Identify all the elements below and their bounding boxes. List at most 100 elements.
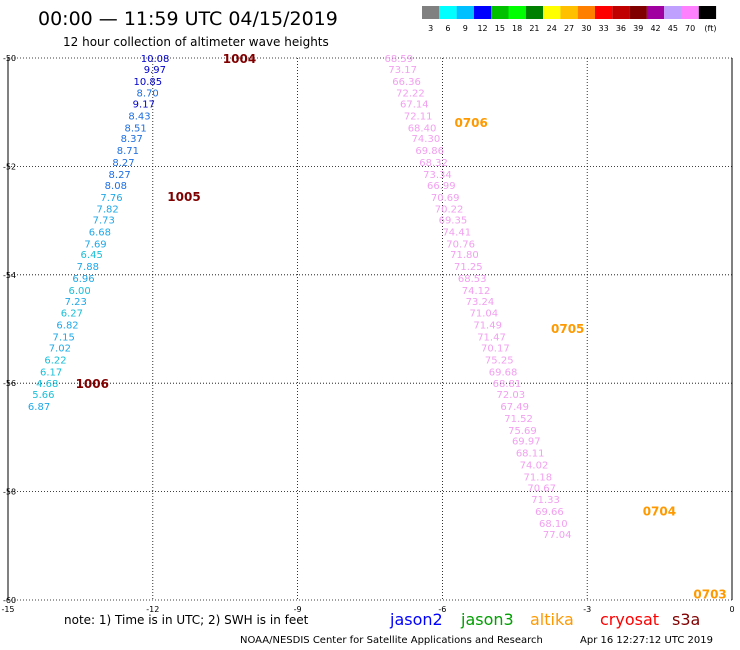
legend-label: 30 (581, 24, 591, 33)
wave-height-label: 77.04 (543, 530, 572, 541)
pass-time-label: 1005 (167, 190, 200, 204)
wave-height-label: 8.70 (137, 89, 159, 100)
wave-height-label: 7.02 (49, 343, 71, 354)
legend-swatch (595, 6, 613, 19)
legend-label: 70 (685, 24, 695, 33)
legend-swatch (681, 6, 699, 19)
satellite-legend-altika: altika (530, 610, 574, 629)
wave-height-label: 71.33 (531, 495, 560, 506)
wave-height-label: 68.53 (458, 274, 487, 285)
legend-swatch (491, 6, 509, 19)
lon-tick-label: -9 (294, 605, 302, 614)
pass-time-label: 0706 (454, 116, 487, 130)
wave-height-label: 70.17 (481, 343, 510, 354)
wave-height-label: 8.27 (109, 170, 131, 181)
legend-label: 45 (668, 24, 678, 33)
wave-height-label: 71.04 (469, 309, 498, 320)
wave-height-label: 7.88 (77, 262, 99, 273)
legend-label: 24 (547, 24, 557, 33)
pass-time-label: 0704 (643, 505, 676, 519)
wave-height-label: 7.23 (65, 297, 87, 308)
wave-height-label: 6.27 (61, 309, 83, 320)
wave-height-label: 6.22 (44, 355, 66, 366)
wave-height-label: 70.22 (435, 205, 464, 216)
wave-height-label: 74.02 (520, 461, 549, 472)
map-grid (7, 57, 733, 601)
satellite-legend: jason2 jason3 altika cryosat s3a (389, 610, 700, 629)
pass-time-label: 0705 (551, 322, 584, 336)
wave-height-label: 68.10 (539, 519, 568, 530)
wave-height-label: 6.45 (81, 250, 103, 261)
wave-height-label: 10.85 (134, 77, 163, 88)
wave-height-label: 72.03 (497, 390, 526, 401)
wave-height-label: 8.08 (105, 181, 127, 192)
wave-height-label: 6.17 (40, 367, 62, 378)
axis-tick-labels: -50 -52 -54 -56 -58 -60-15 -12 -9 -6 -3 0 (1, 54, 734, 614)
legend-label: 39 (633, 24, 643, 33)
legend-swatch (664, 6, 682, 19)
satellite-legend-cryosat: cryosat (600, 610, 659, 629)
legend-swatch (456, 6, 474, 19)
wave-height-label: 68.11 (516, 449, 545, 460)
chart-title: 00:00 — 11:59 UTC 04/15/2019 (38, 8, 338, 30)
legend-label: 9 (463, 24, 468, 33)
satellite-legend-jason3: jason3 (460, 610, 514, 629)
wave-height-label: 6.68 (89, 227, 111, 238)
wave-height-label: 7.73 (93, 216, 115, 227)
wave-height-label: 70.69 (431, 193, 460, 204)
wave-height-label: 9.97 (144, 65, 166, 76)
wave-height-label: 70.76 (446, 239, 475, 250)
legend-swatch (629, 6, 647, 19)
legend-label: 33 (599, 24, 609, 33)
footer-timestamp: Apr 16 12:27:12 UTC 2019 (580, 635, 713, 646)
legend-label: 21 (529, 24, 539, 33)
wave-height-label: 73.17 (388, 65, 417, 76)
wave-height-label: 69.68 (489, 367, 518, 378)
wave-height-label: 75.25 (485, 355, 514, 366)
legend-label: 15 (495, 24, 505, 33)
note-text: note: 1) Time is in UTC; 2) SWH is in fe… (64, 613, 309, 627)
wave-height-label: 72.22 (396, 89, 425, 100)
wave-height-label: 73.34 (423, 170, 452, 181)
wave-height-label: 4.68 (36, 379, 58, 390)
legend-swatch (473, 6, 492, 19)
wave-height-label: 71.47 (477, 333, 506, 344)
wave-height-label: 72.11 (404, 111, 433, 122)
legend-label: 3 (428, 24, 433, 33)
wave-height-label: 75.69 (508, 426, 537, 437)
wave-height-label: 71.52 (504, 414, 533, 425)
wave-height-label: 74.41 (442, 227, 471, 238)
lon-tick-label: -15 (1, 605, 14, 614)
legend-label: 12 (477, 24, 487, 33)
pass-time-label: 0703 (693, 587, 726, 601)
lat-tick-label: -54 (3, 271, 16, 280)
chart-subtitle: 12 hour collection of altimeter wave hei… (63, 35, 329, 49)
wave-height-label: 71.18 (524, 472, 553, 483)
wave-height-label: 69.97 (512, 437, 541, 448)
wave-height-label: 6.96 (72, 274, 94, 285)
wave-height-label: 7.69 (84, 239, 106, 250)
wave-height-label: 68.32 (419, 158, 448, 169)
wave-height-label: 70.67 (527, 483, 556, 494)
wave-height-label: 71.80 (450, 250, 479, 261)
wave-height-label: 7.15 (53, 333, 75, 344)
wave-height-label: 8.37 (121, 134, 143, 145)
wave-height-label: 67.49 (500, 402, 529, 413)
wave-height-label: 66.36 (392, 77, 421, 88)
wave-height-label: 69.86 (415, 146, 444, 157)
wave-height-label: 6.82 (56, 321, 78, 332)
pass-time-label: 1004 (223, 52, 256, 66)
legend-label: (ft) (704, 24, 716, 33)
wave-height-label: 7.76 (100, 193, 122, 204)
lon-tick-label: -3 (583, 605, 591, 614)
wave-height-label: 71.49 (473, 321, 502, 332)
wave-height-label: 69.35 (439, 216, 468, 227)
wave-height-label: 71.25 (454, 262, 483, 273)
lon-tick-label: -6 (438, 605, 446, 614)
wave-height-label: 8.43 (128, 111, 150, 122)
wave-height-label: 6.00 (68, 286, 90, 297)
footer-credit: NOAA/NESDIS Center for Satellite Applica… (240, 635, 543, 646)
legend-swatch (439, 6, 457, 19)
wave-height-label: 73.24 (466, 297, 495, 308)
color-legend: 3 6 9 12 15 18 21 24 27 30 33 36 39 42 45 70 (ft) (422, 6, 716, 33)
